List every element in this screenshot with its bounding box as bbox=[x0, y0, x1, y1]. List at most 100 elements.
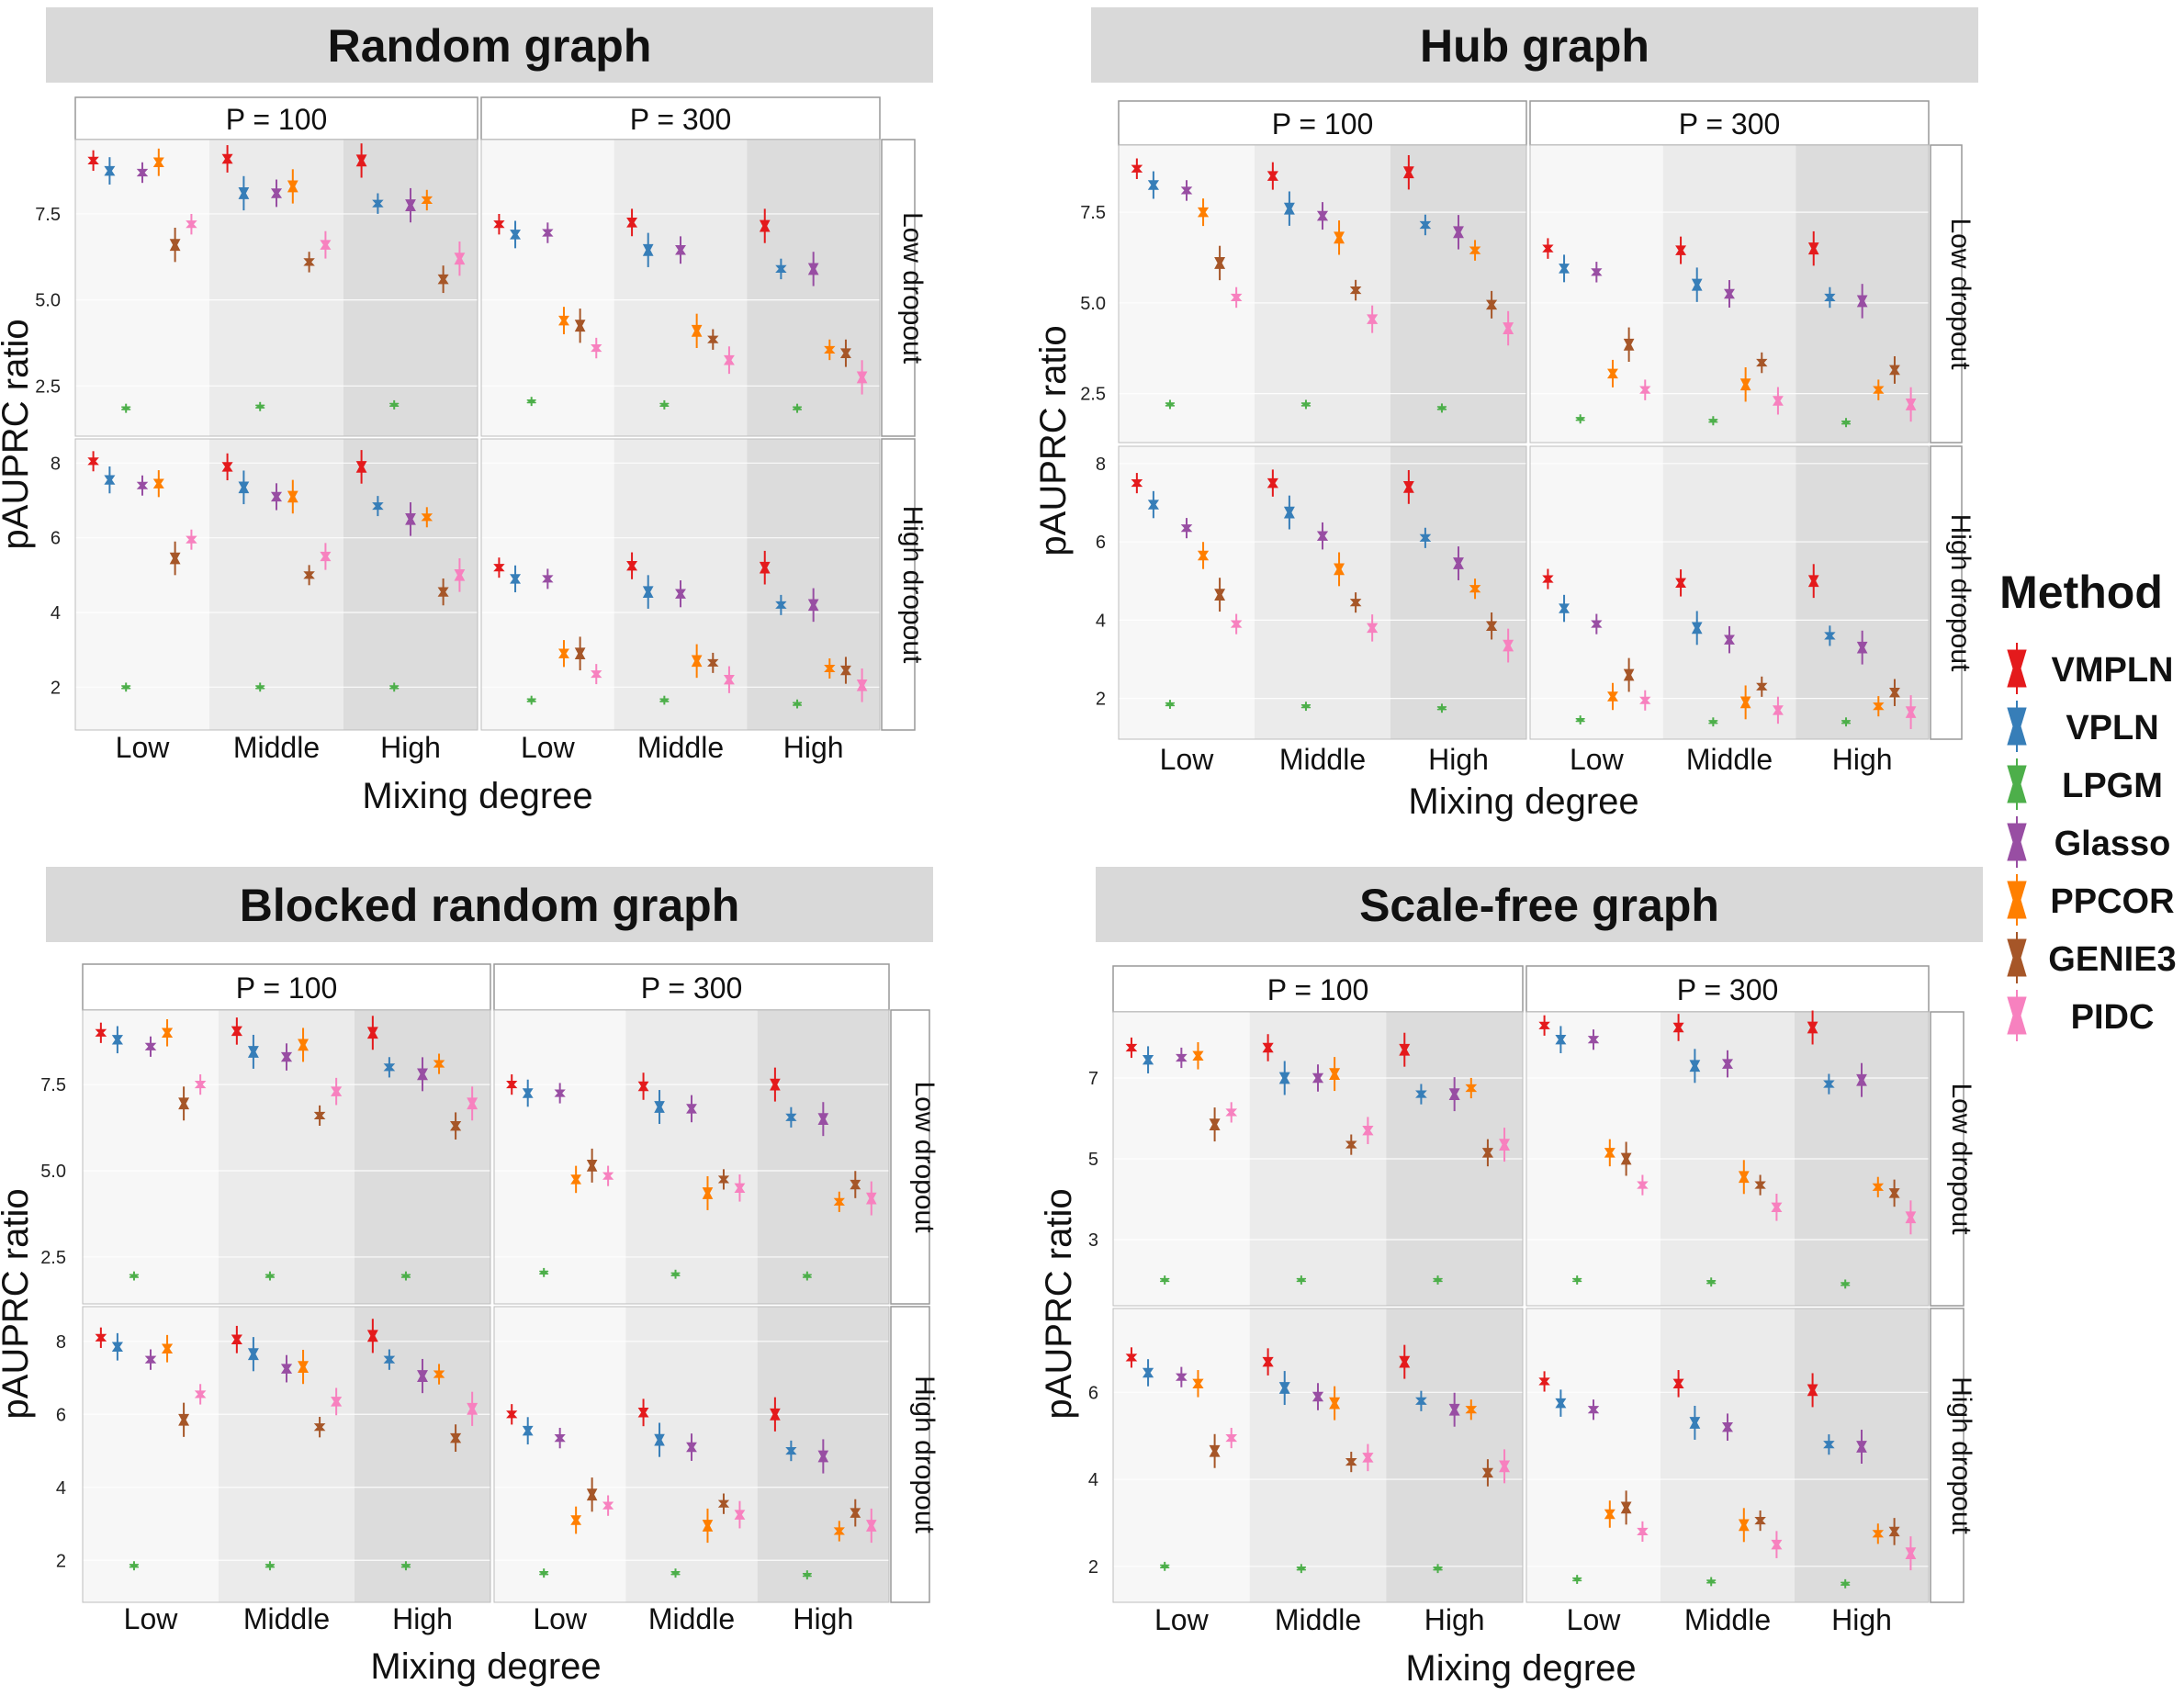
mixing-band bbox=[757, 1010, 889, 1304]
box-body bbox=[1756, 682, 1768, 691]
box-GENIE3 bbox=[586, 1477, 598, 1512]
y-tick-label: 6 bbox=[1088, 1383, 1098, 1403]
panel-title: Blocked random graph bbox=[240, 880, 740, 931]
panel-title: Scale-free graph bbox=[1359, 880, 1719, 931]
box-PPCOR bbox=[824, 658, 836, 679]
box-Glasso bbox=[136, 475, 149, 496]
facet-col-label: P = 300 bbox=[630, 103, 732, 136]
box-body bbox=[417, 1370, 428, 1382]
box-body bbox=[626, 218, 638, 228]
box-body bbox=[1771, 1539, 1783, 1550]
mixing-band bbox=[1530, 145, 1663, 443]
box-body bbox=[186, 535, 197, 544]
box-Glasso bbox=[417, 1358, 428, 1394]
box-body bbox=[1312, 1072, 1324, 1084]
box-VMPLN bbox=[1266, 469, 1278, 497]
box-LPGM bbox=[1296, 1564, 1307, 1574]
box-body bbox=[1538, 1021, 1550, 1029]
box-body bbox=[1448, 1403, 1460, 1416]
y-tick-label: 7 bbox=[1088, 1069, 1098, 1089]
box-body bbox=[717, 1175, 730, 1184]
box-body bbox=[542, 229, 554, 237]
box-body bbox=[1225, 1108, 1238, 1117]
mixing-band bbox=[1386, 1308, 1523, 1602]
y-tick-label: 6 bbox=[56, 1405, 66, 1425]
box-VMPLN bbox=[770, 1067, 781, 1102]
box-body bbox=[1159, 1564, 1170, 1568]
box-body bbox=[1399, 1043, 1411, 1056]
box-body bbox=[493, 564, 505, 572]
box-PPCOR bbox=[1197, 542, 1210, 569]
box-body bbox=[1165, 702, 1176, 707]
box-body bbox=[1623, 338, 1635, 351]
box-body bbox=[1587, 1036, 1600, 1044]
box-GENIE3 bbox=[437, 265, 449, 294]
x-tick-label: High bbox=[1428, 743, 1489, 776]
box-PIDC bbox=[1367, 305, 1379, 333]
box-body bbox=[1469, 585, 1481, 593]
box-body bbox=[298, 1039, 310, 1051]
facet-row-label: Low dropout bbox=[909, 1081, 940, 1233]
box-VPLN bbox=[1415, 1390, 1427, 1411]
box-body bbox=[454, 569, 466, 581]
box-VMPLN bbox=[355, 143, 367, 178]
box-VMPLN bbox=[221, 145, 233, 173]
box-body bbox=[856, 679, 868, 691]
box-LPGM bbox=[129, 1561, 140, 1571]
box-VMPLN bbox=[1672, 1014, 1684, 1041]
box-body bbox=[510, 230, 522, 240]
box-GENIE3 bbox=[1888, 679, 1900, 706]
box-body bbox=[1345, 1140, 1357, 1149]
box-body bbox=[1283, 202, 1295, 215]
box-body bbox=[691, 655, 703, 668]
box-VMPLN bbox=[626, 552, 638, 579]
box-body bbox=[194, 1081, 207, 1089]
y-tick-label: 2 bbox=[1088, 1557, 1098, 1578]
box-LPGM bbox=[526, 695, 536, 705]
box-body bbox=[161, 1343, 174, 1353]
box-body bbox=[807, 263, 819, 275]
box-body bbox=[1209, 1118, 1221, 1130]
box-VMPLN bbox=[770, 1397, 781, 1432]
box-PPCOR bbox=[570, 1506, 582, 1534]
y-tick-label: 4 bbox=[56, 1478, 66, 1499]
box-PPCOR bbox=[1738, 1160, 1750, 1195]
box-LPGM bbox=[1841, 1279, 1851, 1289]
facet-border bbox=[1525, 1011, 1930, 1307]
box-VPLN bbox=[642, 232, 654, 267]
facet-col-label: P = 100 bbox=[1267, 973, 1369, 1006]
box-body bbox=[87, 457, 99, 466]
box-PIDC bbox=[194, 1384, 207, 1405]
box-body bbox=[1465, 1084, 1478, 1093]
facet-border bbox=[1118, 144, 1527, 444]
box-body bbox=[1499, 1460, 1511, 1473]
legend-label: VPLN bbox=[2066, 709, 2158, 747]
box-body bbox=[1824, 293, 1836, 302]
box-body bbox=[1823, 1441, 1835, 1449]
box-GENIE3 bbox=[1349, 279, 1362, 301]
box-body bbox=[675, 245, 686, 255]
box-body bbox=[287, 490, 298, 503]
box-VMPLN bbox=[1266, 162, 1278, 190]
box-body bbox=[1807, 1384, 1818, 1397]
box-LPGM bbox=[1708, 717, 1718, 727]
box-Glasso bbox=[144, 1036, 157, 1057]
box-PIDC bbox=[186, 529, 197, 550]
box-body bbox=[1691, 622, 1703, 635]
facet-row-label: Low dropout bbox=[1946, 1083, 1976, 1235]
x-tick-label: High bbox=[392, 1602, 453, 1635]
box-body bbox=[865, 1520, 877, 1532]
box-body bbox=[270, 188, 283, 198]
box-body bbox=[542, 575, 554, 583]
box-VMPLN bbox=[221, 453, 233, 481]
box-VMPLN bbox=[1538, 1371, 1550, 1392]
box-body bbox=[1334, 231, 1345, 244]
box-VMPLN bbox=[493, 557, 505, 578]
box-body bbox=[775, 264, 787, 273]
box-LPGM bbox=[1706, 1277, 1717, 1287]
box-PPCOR bbox=[1872, 1176, 1885, 1197]
box-body bbox=[421, 196, 433, 205]
box-body bbox=[686, 1104, 697, 1114]
box-body bbox=[702, 1187, 714, 1199]
box-body bbox=[850, 1179, 861, 1190]
